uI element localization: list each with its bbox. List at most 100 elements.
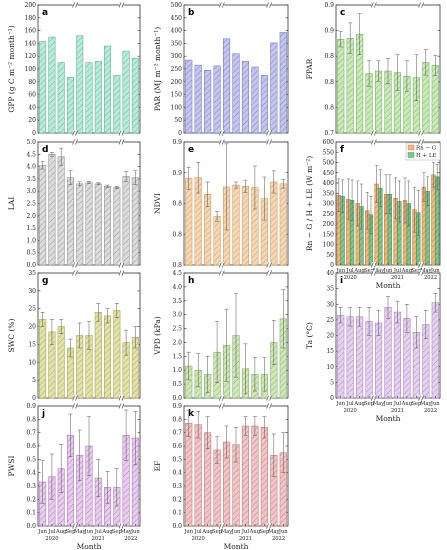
x-tick-label: Aug: [401, 268, 413, 274]
x-tick-label: Jul: [346, 401, 354, 407]
axis-break-mask: [119, 523, 124, 529]
y-tick-label: 0.0: [172, 523, 182, 530]
bar: [384, 307, 392, 399]
x-tick-label: Sep: [411, 401, 422, 407]
y-tick-label: 0.1: [26, 510, 36, 517]
axis-break-mark: [421, 130, 424, 136]
bar: [76, 183, 84, 266]
axis-break-mark: [75, 262, 78, 268]
y-tick-label: 0.8: [172, 201, 182, 208]
bar: [232, 53, 240, 134]
y-tick-label: 160: [25, 28, 37, 35]
axis-break-mask: [119, 130, 124, 136]
x-tick-label: Sep: [212, 529, 223, 535]
y-tick-label: 1.0: [172, 367, 182, 374]
axis-break-mark: [121, 270, 125, 276]
y-tick-label: 300: [171, 53, 183, 60]
y-tick-label: 3.0: [172, 312, 182, 319]
bar: [39, 41, 47, 134]
axis-break-mark: [266, 262, 269, 268]
axis-break-mask: [72, 403, 78, 409]
year-label: 2021: [391, 408, 404, 414]
y-tick-label: 4.5: [26, 151, 36, 158]
y-axis-label: Rn − G / H + LE (W m⁻²): [305, 156, 314, 251]
axis-break-mark: [371, 262, 374, 268]
bar: [48, 154, 56, 266]
legend-label: H + LE: [416, 153, 437, 159]
axis-break-mark: [219, 262, 222, 268]
year-label: 2020: [344, 275, 357, 281]
x-tick-label: Aug: [401, 401, 413, 407]
axis-break-mask: [72, 130, 78, 136]
y-tick-label: 150: [171, 92, 183, 99]
axis-break-mark: [219, 403, 222, 409]
y-tick-label: 10: [28, 359, 36, 366]
y-tick-label: 1.5: [26, 225, 36, 232]
y-tick-label: 0.8: [324, 53, 334, 60]
axis-break-mark: [121, 130, 125, 136]
bar: [270, 181, 278, 266]
y-axis-label: PWSI: [7, 456, 16, 477]
x-tick-label: Jun: [84, 529, 94, 535]
axis-break-mark: [269, 523, 272, 529]
y-tick-label: 0.7: [172, 430, 182, 437]
axis-break-mark: [222, 2, 225, 8]
axis-break-mark: [75, 403, 78, 409]
x-tick-label: May: [120, 529, 131, 535]
axis-break-mask: [266, 2, 272, 8]
x-axis-label: Month: [224, 542, 249, 550]
y-tick-label: 1.5: [172, 353, 182, 360]
axis-break-mask: [266, 395, 272, 401]
axis-break-mark: [118, 130, 122, 136]
axis-break-mark: [371, 130, 374, 136]
panel-letter: c: [340, 8, 345, 18]
y-tick-label: 20: [326, 333, 334, 340]
axis-break-mark: [219, 395, 222, 401]
axis-break-mask: [371, 2, 377, 8]
bar: [57, 156, 65, 266]
axis-break-mark: [72, 2, 75, 8]
axis-break-mark: [72, 395, 75, 401]
axis-break-mark: [75, 523, 78, 529]
axis-break-mask: [371, 130, 377, 136]
axis-break-mark: [121, 403, 125, 409]
x-tick-label: Aug: [201, 529, 213, 535]
axis-break-mark: [219, 270, 222, 276]
axis-break-mask: [119, 139, 124, 145]
axis-break-mask: [219, 139, 225, 145]
axis-break-mark: [222, 262, 225, 268]
axis-break-mark: [222, 130, 225, 136]
x-tick-label: Jun: [231, 529, 241, 535]
axis-break-mark: [418, 262, 421, 268]
axis-break-mark: [266, 270, 269, 276]
x-tick-label: May: [373, 268, 384, 274]
axis-break-mark: [266, 403, 269, 409]
x-tick-label: Jun: [335, 401, 345, 407]
axis-break-mark: [219, 523, 222, 529]
bar: [194, 424, 202, 527]
y-tick-label: 0.3: [172, 483, 182, 490]
panel-letter: d: [42, 145, 48, 155]
bar: [57, 62, 65, 134]
y-tick-label: 0: [32, 395, 36, 402]
axis-break-mark: [374, 270, 377, 276]
axis-break-mask: [119, 2, 124, 8]
axis-break-mark: [371, 2, 374, 8]
y-tick-label: 0.9: [172, 139, 182, 146]
year-label: 2020: [344, 408, 357, 414]
x-tick-label: Sep: [259, 529, 270, 535]
axis-break-mask: [371, 262, 377, 268]
bar: [260, 75, 268, 134]
bar: [66, 177, 74, 266]
y-axis-label: GPP (g C m⁻² month⁻¹): [7, 25, 16, 112]
bar: [185, 59, 193, 134]
y-axis-label: NDVI: [153, 193, 162, 214]
y-tick-label: 3.0: [26, 188, 36, 195]
year-label: 2020: [45, 536, 58, 542]
y-tick-label: 2.5: [26, 201, 36, 208]
axis-break-mark: [421, 270, 424, 276]
x-tick-label: Jul: [47, 529, 55, 535]
axis-break-mark: [75, 130, 78, 136]
axis-break-mask: [119, 262, 124, 268]
axis-break-mark: [269, 395, 272, 401]
